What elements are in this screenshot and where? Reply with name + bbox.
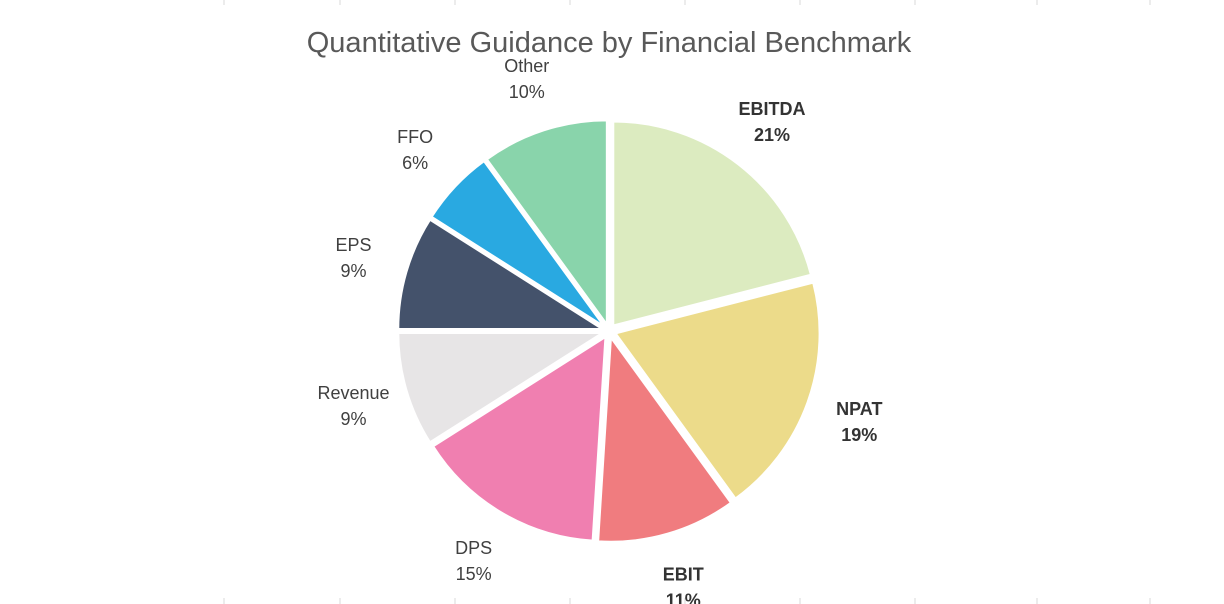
slice-percent: 11% bbox=[666, 590, 701, 604]
slice-name: EBITDA bbox=[739, 99, 806, 119]
slice-percent: 19% bbox=[841, 425, 877, 445]
slice-name: Revenue bbox=[318, 383, 390, 403]
slice-percent: 10% bbox=[509, 82, 545, 102]
pie-slice-ebitda bbox=[612, 120, 813, 327]
slice-label-dps: DPS 15% bbox=[455, 538, 492, 584]
pie-slice-ebit bbox=[597, 334, 733, 543]
slice-percent: 21% bbox=[754, 125, 790, 145]
slice-name: EBIT bbox=[663, 564, 704, 584]
slice-label-revenue: Revenue 9% bbox=[318, 383, 390, 429]
slice-name: NPAT bbox=[836, 399, 882, 419]
pie-slice-revenue bbox=[397, 331, 606, 444]
slice-label-ffo: FFO 6% bbox=[397, 127, 433, 173]
pie-slices bbox=[397, 119, 821, 543]
pie-slice-npat bbox=[613, 281, 821, 500]
slice-percent: 9% bbox=[341, 409, 367, 429]
pie-labels: EBITDA 21%NPAT 19%EBIT 11%DPS 15%Revenue 9%EP… bbox=[318, 56, 883, 604]
pie-slice-eps bbox=[397, 218, 606, 331]
slice-label-eps: EPS 9% bbox=[336, 235, 372, 281]
slice-percent: 15% bbox=[456, 564, 492, 584]
frame-ticks bbox=[223, 0, 1151, 604]
pie-slice-other bbox=[485, 119, 608, 328]
slice-percent: 9% bbox=[341, 261, 367, 281]
pie-slice-ffo bbox=[430, 159, 605, 328]
slice-label-npat: NPAT 19% bbox=[836, 399, 882, 445]
slice-name: DPS bbox=[455, 538, 492, 558]
slice-percent: 6% bbox=[402, 153, 428, 173]
slice-name: FFO bbox=[397, 127, 433, 147]
slice-label-ebitda: EBITDA 21% bbox=[739, 99, 806, 145]
slice-label-other: Other 10% bbox=[504, 56, 549, 102]
pie-slice-dps bbox=[431, 335, 607, 542]
chart-title: Quantitative Guidance by Financial Bench… bbox=[307, 27, 912, 59]
slice-name: EPS bbox=[336, 235, 372, 255]
slice-name: Other bbox=[504, 56, 549, 76]
slice-label-ebit: EBIT 11% bbox=[663, 564, 704, 604]
